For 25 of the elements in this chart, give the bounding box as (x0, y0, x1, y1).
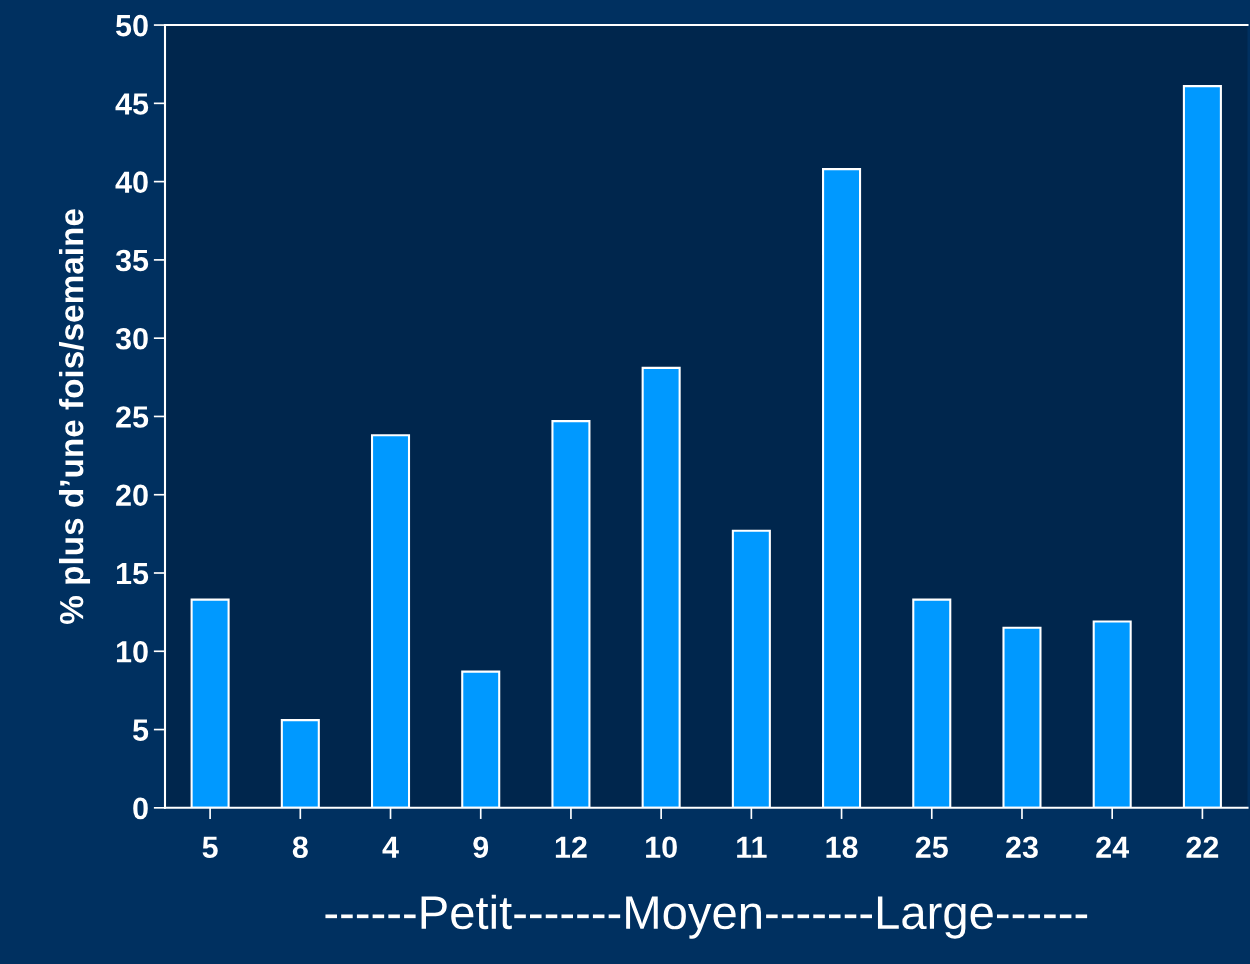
x-tick-label: 11 (737, 836, 767, 858)
x-tick-label: 18 (826, 836, 858, 859)
y-tick-label: 40 (115, 171, 148, 193)
y-tick-label: 45 (115, 93, 149, 115)
y-tick-label: 50 (115, 14, 148, 37)
y-tick-label: 0 (133, 797, 148, 820)
y-tick-label: 25 (116, 406, 149, 428)
y-tick-label: 15 (116, 563, 149, 585)
x-axis-title: ------Petit-------Moyen-------Large------ (325, 894, 1088, 939)
x-tick-label: 24 (1096, 836, 1130, 858)
x-tick-label: 23 (1006, 836, 1038, 859)
y-axis-title: % plus d’une fois/semaine (58, 209, 91, 624)
y-tick-label: 5 (132, 719, 149, 741)
x-tick-label: 22 (1186, 836, 1219, 858)
x-tick-label: 25 (915, 836, 948, 859)
y-tick-label: 30 (115, 327, 148, 350)
x-tick-label: 5 (202, 836, 218, 859)
y-tick-label: 35 (115, 249, 149, 272)
x-tick-label: 8 (292, 836, 308, 859)
y-tick-label: 10 (116, 641, 148, 663)
x-tick-label: 9 (473, 836, 489, 859)
x-tick-label: 4 (382, 836, 399, 858)
x-tick-label: 12 (555, 836, 587, 858)
x-tick-label: 10 (646, 836, 677, 859)
y-tick-label: 20 (116, 484, 148, 507)
